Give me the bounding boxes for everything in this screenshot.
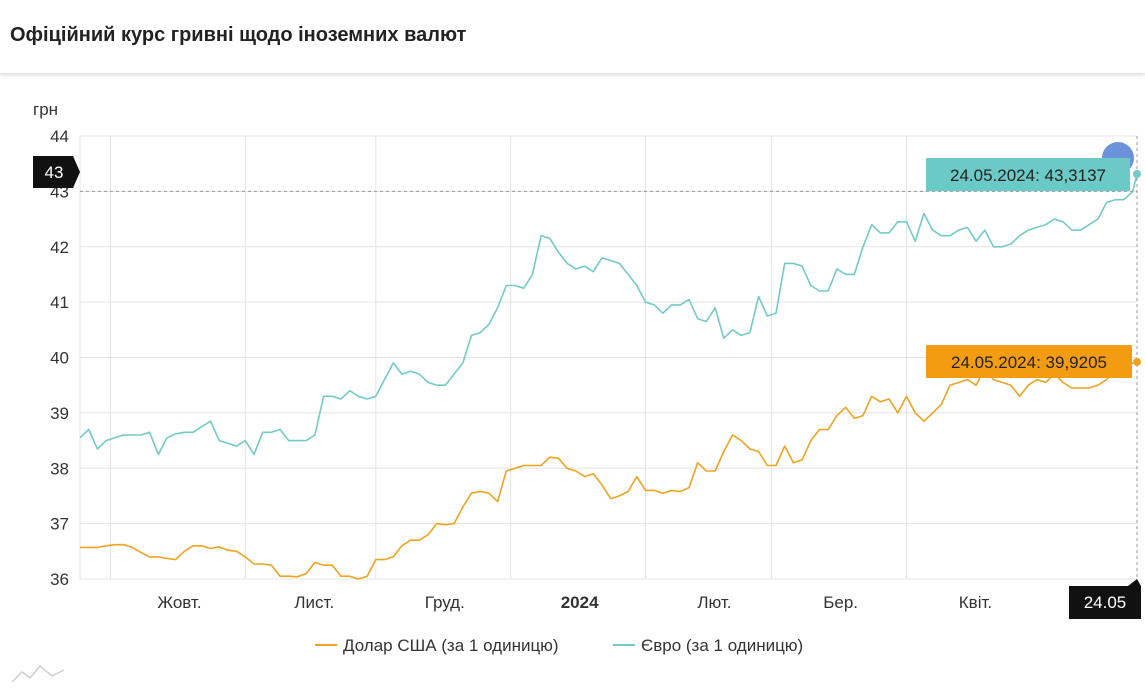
header-bar: Офіційний курс гривні щодо іноземних вал… (0, 0, 1145, 74)
y-tick-label: 38 (50, 459, 69, 478)
tooltip-box (926, 158, 1130, 191)
usd-tooltip: 24.05.2024: 39,9205 (926, 345, 1132, 378)
crosshair-y-flag (33, 156, 80, 188)
eur-point[interactable] (1133, 170, 1141, 179)
usd-point[interactable] (1133, 357, 1141, 366)
y-tick-label: 37 (50, 515, 69, 534)
legend-label: Євро (за 1 одиницю) (641, 636, 803, 655)
watermark-logo-icon (11, 664, 65, 683)
y-tick-label: 44 (50, 127, 69, 146)
legend-item-usd[interactable]: Долар США (за 1 одиницю) (315, 636, 559, 655)
y-tick-label: 36 (50, 570, 69, 589)
legend-item-eur[interactable]: Євро (за 1 одиницю) (613, 636, 803, 655)
x-tick-label: Груд. (425, 593, 465, 612)
y-tick-label: 41 (50, 293, 69, 312)
x-tick-label: Лист. (294, 593, 334, 612)
x-tick-label: 2024 (561, 593, 599, 612)
x-tick-label: Бер. (823, 593, 858, 612)
y-axis-label: грн (33, 100, 58, 119)
usd-series-line[interactable] (80, 361, 1138, 580)
x-tick-label: Квіт. (959, 593, 992, 612)
crosshair-x-flag (1069, 579, 1141, 619)
tooltip-text: 24.05.2024: 39,9205 (951, 353, 1107, 372)
y-tick-label: 42 (50, 238, 69, 257)
crosshair-y-value: 43 (45, 163, 64, 182)
eur-series-line[interactable] (79, 173, 1138, 456)
tooltip-box (926, 345, 1132, 378)
legend-label: Долар США (за 1 одиницю) (343, 636, 559, 655)
eur-tooltip: 24.05.2024: 43,3137 (926, 158, 1130, 191)
y-tick-label: 40 (50, 349, 69, 368)
crosshair-x-value: 24.05 (1084, 593, 1127, 612)
tooltip-text: 24.05.2024: 43,3137 (950, 166, 1106, 185)
page-title: Офіційний курс гривні щодо іноземних вал… (10, 24, 467, 46)
x-tick-label: Лют. (697, 593, 731, 612)
x-tick-label: Жовт. (157, 593, 201, 612)
y-tick-label: 39 (50, 404, 69, 423)
